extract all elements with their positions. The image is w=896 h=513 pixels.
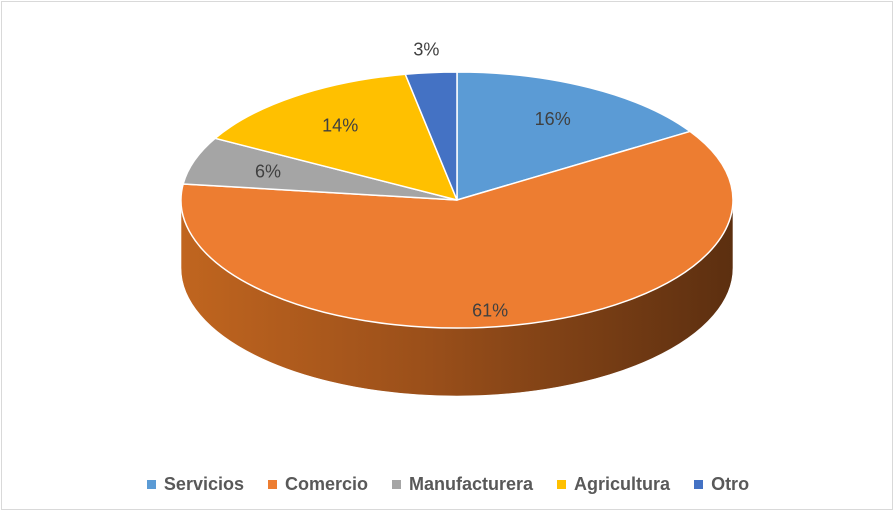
legend-item-manufacturera: Manufacturera bbox=[392, 474, 533, 495]
legend-label: Otro bbox=[711, 473, 750, 494]
legend-item-agricultura: Agricultura bbox=[557, 474, 670, 495]
legend-swatch bbox=[267, 479, 277, 489]
legend-swatch bbox=[392, 479, 402, 489]
data-label-agricultura: 14% bbox=[322, 115, 358, 135]
legend-item-otro: Otro bbox=[694, 474, 749, 495]
legend-swatch bbox=[557, 479, 567, 489]
data-label-servicios: 16% bbox=[535, 109, 571, 129]
data-label-manufacturera: 6% bbox=[255, 162, 281, 182]
legend-label: Agricultura bbox=[574, 473, 671, 494]
data-label-otro: 3% bbox=[413, 40, 439, 60]
legend-swatch bbox=[694, 479, 704, 489]
pie-slice-otro bbox=[404, 71, 458, 201]
legend: Servicios Comercio Manufacturera Agricul… bbox=[0, 468, 896, 500]
legend-label: Servicios bbox=[163, 473, 244, 494]
legend-item-servicios: Servicios bbox=[146, 473, 244, 495]
legend-label: Manufacturera bbox=[409, 473, 534, 494]
pie-slice-servicios bbox=[456, 71, 691, 201]
legend-item-comercio: Comercio bbox=[267, 473, 369, 495]
pie-slice-comercio bbox=[180, 130, 734, 329]
data-label-comercio: 61% bbox=[472, 301, 508, 321]
legend-label: Comercio bbox=[284, 473, 369, 494]
legend-swatch bbox=[146, 479, 156, 489]
pie-slice-agricultura bbox=[214, 73, 458, 201]
